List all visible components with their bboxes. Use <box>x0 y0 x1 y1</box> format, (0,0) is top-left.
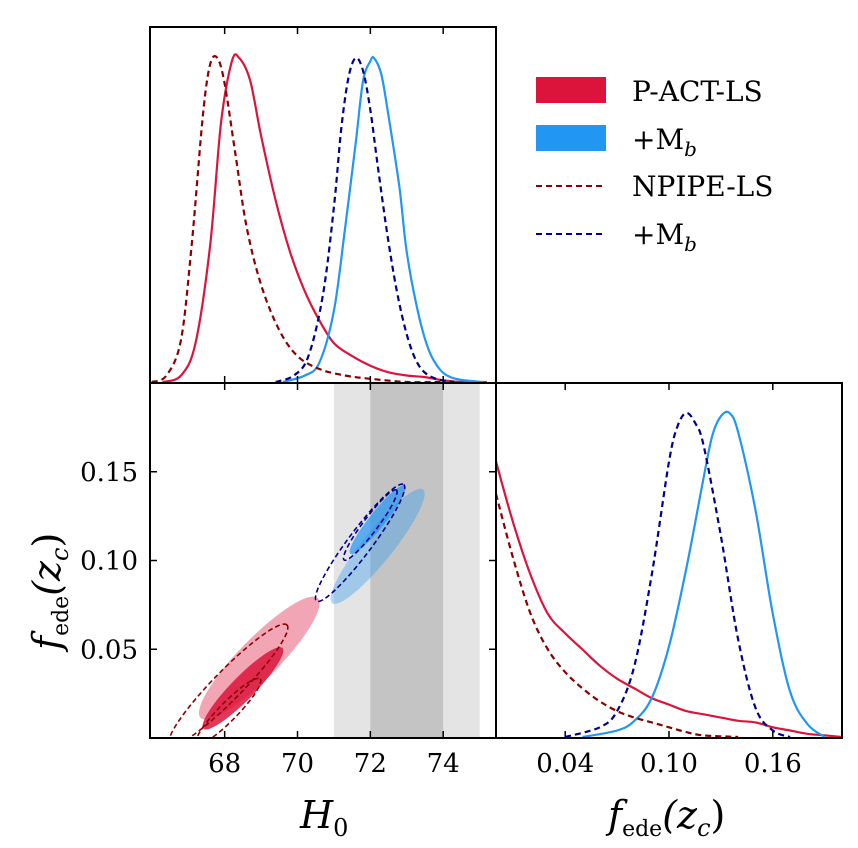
h0-pdf-p-act-ls-mb <box>282 55 484 383</box>
h0-pdf-p-act-ls <box>162 53 487 383</box>
svg-text:fede(zc): fede(zc) <box>605 793 725 842</box>
legend-item-p-act-ls-mb: +Mb <box>536 123 697 161</box>
legend-item-p-act-ls: P-ACT-LS <box>536 75 763 108</box>
h0-tick-label: 68 <box>208 749 241 779</box>
fede-x-tick-label: 0.16 <box>744 749 802 779</box>
contour-npipe-ls-68 <box>195 677 262 738</box>
x-axis-title-h0: H0 <box>299 793 348 842</box>
h0-pdf-npipe-ls <box>151 55 444 383</box>
fede-marginal-curves <box>496 410 842 738</box>
legend-label: NPIPE-LS <box>632 170 773 203</box>
band-inner <box>370 383 444 738</box>
contour-npipe-ls-mb-95 <box>314 483 406 603</box>
contour-npipe-ls-95 <box>167 623 289 738</box>
fede-y-tick-label: 0.10 <box>80 547 138 577</box>
h0-tick-label: 70 <box>281 749 314 779</box>
legend-label: +Mb <box>632 123 697 161</box>
fede-pdf-p-act-ls <box>496 461 842 738</box>
fede-marginal-frame <box>495 382 843 739</box>
h0-marginal-frame <box>149 26 497 384</box>
fede-y-tick-label: 0.05 <box>80 635 138 665</box>
legend-swatch <box>536 125 606 151</box>
fede-x-tick-label: 0.10 <box>640 749 698 779</box>
legend-swatch <box>536 77 606 103</box>
legend-label: +Mb <box>632 218 697 256</box>
h0-marginal-panel <box>149 26 497 384</box>
shoes-h0-bands <box>333 383 480 738</box>
contour-p-act-ls-mb-95 <box>330 488 425 604</box>
legend: P-ACT-LS +Mb NPIPE-LS +Mb <box>536 75 773 256</box>
fede-y-tick-label: 0.15 <box>80 458 138 488</box>
svg-text:fede(zc): fede(zc) <box>25 533 74 653</box>
h0-pdf-npipe-ls-mb <box>275 56 455 383</box>
fede-pdf-p-act-ls-mb <box>582 410 826 738</box>
h0-tick-label: 72 <box>354 749 387 779</box>
legend-label: P-ACT-LS <box>632 75 763 108</box>
fede-marginal-panel <box>495 382 843 739</box>
legend-item-npipe-ls-mb: +Mb <box>536 218 697 256</box>
axis-ticks: 68 70 72 74 0.05 0.10 0.15 0.04 0.10 0.16 <box>80 27 802 779</box>
y-axis-title-fede: fede(zc) <box>25 533 74 653</box>
fede-pdf-npipe-ls-mb <box>564 411 791 738</box>
fede-pdf-npipe-ls <box>496 493 739 738</box>
h0-marginal-curves <box>151 53 487 383</box>
fede-x-tick-label: 0.04 <box>536 749 594 779</box>
legend-item-npipe-ls: NPIPE-LS <box>536 170 773 203</box>
contour-npipe-ls-mb-68 <box>342 488 398 562</box>
joint-contour-panel <box>149 382 497 739</box>
contour-p-act-ls-mb-68 <box>349 485 406 555</box>
contour-regions <box>167 483 425 738</box>
svg-text:H0: H0 <box>299 793 348 842</box>
h0-tick-label: 74 <box>427 749 460 779</box>
x-axis-title-fede: fede(zc) <box>605 793 725 842</box>
